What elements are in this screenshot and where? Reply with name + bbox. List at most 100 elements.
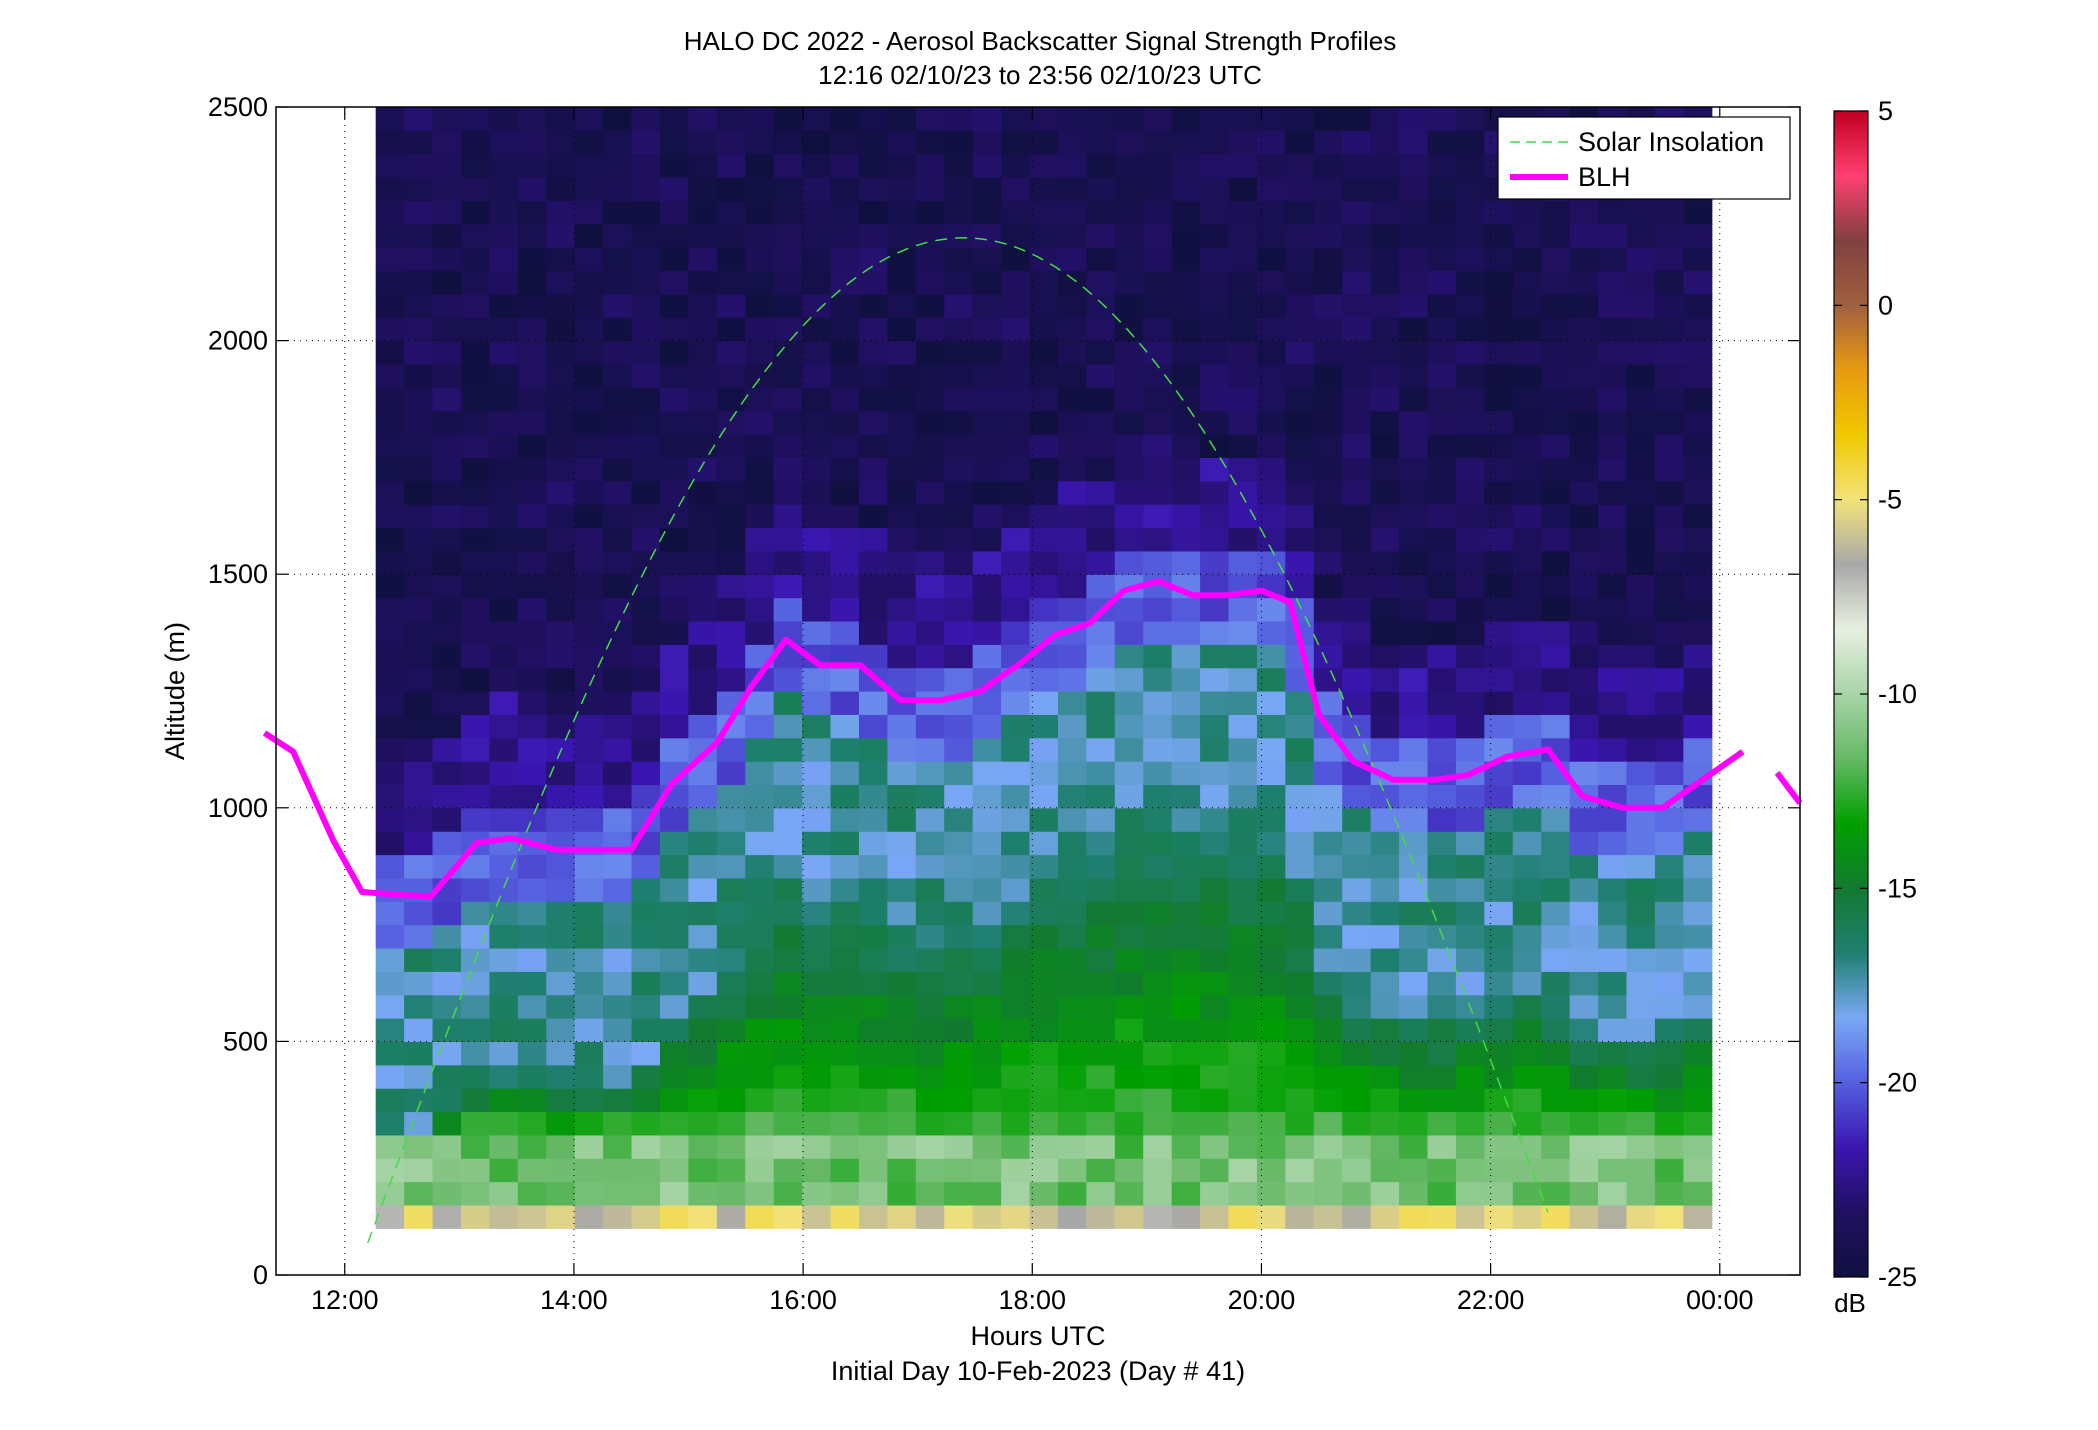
heatmap-cell	[1285, 807, 1315, 832]
heatmap-cell	[1114, 924, 1144, 949]
heatmap-cell	[915, 877, 945, 902]
heatmap-cell	[1626, 691, 1656, 715]
heatmap-cell	[1200, 1088, 1230, 1113]
heatmap-cell	[404, 527, 434, 552]
heatmap-cell	[1455, 947, 1485, 972]
heatmap-cell	[1342, 317, 1372, 342]
heatmap-cell	[1541, 1181, 1571, 1206]
heatmap-cell	[1455, 1041, 1485, 1066]
heatmap-cell	[1598, 924, 1628, 949]
heatmap-cell	[1171, 877, 1201, 902]
heatmap-cell	[944, 293, 974, 318]
heatmap-cell	[517, 247, 547, 272]
heatmap-cell	[546, 994, 576, 1019]
heatmap-cell	[802, 667, 832, 692]
heatmap-cell	[1342, 527, 1372, 552]
heatmap-cell	[1313, 270, 1343, 295]
heatmap-cell	[1626, 434, 1656, 458]
y-tick-label: 1000	[208, 793, 268, 823]
heatmap-cell	[1399, 1134, 1429, 1159]
heatmap-cell	[489, 574, 519, 599]
heatmap-cell	[915, 270, 945, 295]
heatmap-cell	[375, 924, 405, 949]
heatmap-cell	[1171, 854, 1201, 879]
heatmap-cell	[489, 1041, 519, 1066]
heatmap-cell	[1399, 947, 1429, 972]
heatmap-cell	[1200, 107, 1230, 131]
heatmap-cell	[1427, 1018, 1457, 1042]
heatmap-cell	[603, 107, 633, 131]
heatmap-cell	[1171, 644, 1201, 669]
heatmap-cell	[404, 410, 434, 435]
heatmap-cell	[1029, 293, 1059, 318]
heatmap-cell	[1171, 457, 1201, 482]
heatmap-cell	[1598, 527, 1628, 552]
heatmap-cell	[1512, 363, 1542, 388]
heatmap-cell	[1313, 527, 1343, 552]
heatmap-cell	[1598, 620, 1628, 645]
heatmap-cell	[631, 550, 661, 575]
heatmap-cell	[1427, 1134, 1457, 1159]
heatmap-cell	[1256, 340, 1286, 365]
heatmap-cell	[1654, 340, 1684, 365]
heatmap-cell	[1029, 107, 1059, 131]
heatmap-cell	[858, 247, 888, 272]
heatmap-cell	[603, 1204, 633, 1229]
heatmap-cell	[432, 200, 462, 225]
heatmap-cell	[1256, 153, 1286, 178]
heatmap-cell	[603, 434, 633, 458]
heatmap-cell	[915, 667, 945, 692]
heatmap-cell	[688, 410, 718, 435]
heatmap-cell	[631, 737, 661, 762]
heatmap-cell	[1569, 550, 1599, 575]
heatmap-cell	[603, 130, 633, 155]
heatmap-cell	[460, 574, 490, 599]
heatmap-cell	[432, 130, 462, 155]
heatmap-cell	[603, 597, 633, 622]
heatmap-cell	[489, 737, 519, 762]
heatmap-cell	[1455, 1111, 1485, 1136]
heatmap-cell	[1086, 363, 1116, 388]
heatmap-cell	[432, 1181, 462, 1206]
heatmap-cell	[1541, 410, 1571, 435]
heatmap-cell	[1171, 807, 1201, 832]
heatmap-cell	[1086, 223, 1116, 248]
heatmap-cell	[1541, 691, 1571, 715]
heatmap-cell	[1455, 574, 1485, 599]
heatmap-cell	[631, 363, 661, 388]
heatmap-cell	[972, 457, 1002, 482]
heatmap-cell	[1626, 1181, 1656, 1206]
heatmap-cell	[1057, 994, 1087, 1019]
heatmap-cell	[574, 1018, 604, 1042]
heatmap-cell	[1569, 1018, 1599, 1042]
heatmap-cell	[915, 1064, 945, 1089]
heatmap-cell	[1086, 550, 1116, 575]
heatmap-cell	[404, 1204, 434, 1229]
colorbar-tick-label: -10	[1878, 679, 1917, 709]
heatmap-cell	[1370, 831, 1400, 856]
heatmap-cell	[404, 504, 434, 529]
heatmap-cell	[802, 807, 832, 832]
heatmap-cell	[830, 831, 860, 856]
heatmap-cell	[1285, 994, 1315, 1019]
heatmap-cell	[1228, 994, 1258, 1019]
heatmap-cell	[659, 761, 689, 786]
heatmap-cell	[489, 293, 519, 318]
heatmap-cell	[517, 854, 547, 879]
heatmap-cell	[603, 1088, 633, 1113]
heatmap-cell	[404, 223, 434, 248]
heatmap-cell	[1427, 597, 1457, 622]
heatmap-cell	[1683, 644, 1713, 669]
heatmap-cell	[887, 1064, 917, 1089]
heatmap-cell	[1342, 177, 1372, 202]
heatmap-cell	[1399, 177, 1429, 202]
heatmap-cell	[688, 994, 718, 1019]
heatmap-cell	[1057, 644, 1087, 669]
heatmap-cell	[574, 480, 604, 505]
heatmap-cell	[944, 270, 974, 295]
heatmap-cell	[802, 714, 832, 739]
heatmap-cell	[1427, 527, 1457, 552]
heatmap-cell	[1455, 410, 1485, 435]
heatmap-cell	[830, 293, 860, 318]
